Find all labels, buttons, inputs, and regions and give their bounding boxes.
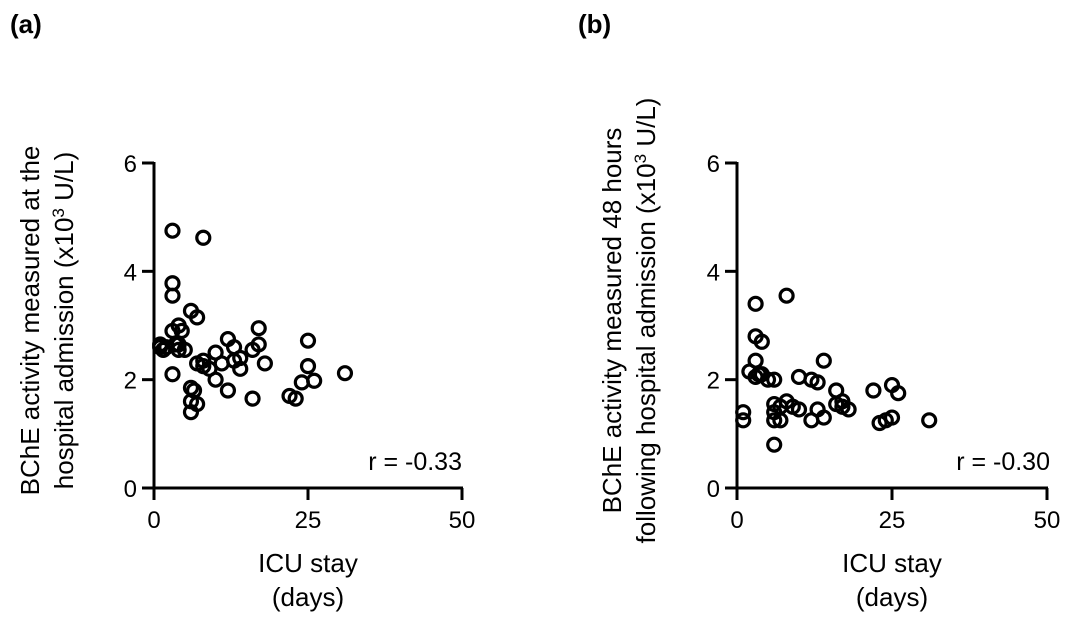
- y-tick-label: 6: [124, 151, 137, 178]
- data-point: [865, 382, 882, 399]
- data-point: [232, 360, 249, 377]
- y-axis-label-unit: U/L): [631, 98, 661, 154]
- correlation-annotation: r = -0.33: [368, 448, 462, 476]
- data-point: [809, 374, 826, 391]
- data-point: [170, 341, 187, 358]
- x-axis-label: ICU stay: [842, 548, 942, 578]
- y-tick-label: 4: [707, 259, 720, 286]
- y-axis-label-superscript: 3: [49, 208, 68, 217]
- data-point: [189, 395, 206, 413]
- y-axis-label-line1: BChE activity measured at the: [15, 146, 45, 496]
- data-point: [287, 390, 304, 407]
- x-axis-label: ICU stay: [258, 548, 358, 578]
- data-point: [164, 222, 181, 239]
- data-point: [883, 409, 901, 426]
- data-point: [735, 412, 752, 429]
- data-point: [152, 339, 169, 356]
- x-tick-label: 0: [730, 507, 743, 534]
- data-point: [336, 365, 354, 382]
- data-point: [815, 352, 832, 369]
- data-point: [232, 349, 249, 367]
- x-tick-label: 50: [1034, 507, 1061, 534]
- data-point: [766, 412, 783, 429]
- data-point: [207, 371, 224, 388]
- data-point: [753, 333, 770, 350]
- x-axis-label-units: (days): [272, 582, 344, 612]
- y-tick-label: 6: [707, 151, 720, 178]
- data-point: [189, 309, 206, 326]
- data-point: [815, 409, 832, 426]
- data-point: [299, 332, 317, 349]
- x-tick-label: 0: [147, 507, 160, 534]
- y-axis-label-text: following hospital admission (x10: [631, 163, 661, 543]
- data-point: [164, 287, 181, 304]
- x-tick-label: 50: [449, 507, 476, 534]
- data-point: [219, 382, 237, 399]
- y-axis-label-text: hospital admission (x10: [49, 218, 79, 490]
- data-point: [759, 371, 777, 388]
- panel-label: (a): [10, 9, 42, 39]
- data-point: [250, 336, 267, 353]
- y-axis-label-unit: U/L): [49, 152, 79, 208]
- x-tick-label: 25: [295, 507, 322, 534]
- data-point: [256, 355, 273, 372]
- y-tick-label: 0: [124, 476, 137, 503]
- data-point: [772, 412, 789, 429]
- data-point: [747, 352, 764, 369]
- data-point: [890, 385, 907, 402]
- data-point: [173, 322, 190, 340]
- data-point: [766, 436, 783, 453]
- correlation-annotation: r = -0.30: [956, 448, 1050, 476]
- data-point: [747, 295, 764, 312]
- data-point: [778, 287, 795, 304]
- data-point: [195, 229, 212, 246]
- y-tick-label: 4: [124, 259, 137, 286]
- data-point: [306, 372, 323, 389]
- y-tick-label: 2: [707, 368, 720, 395]
- data-point: [244, 390, 261, 407]
- y-axis-label-line2: following hospital admission (x103 U/L): [631, 98, 662, 544]
- chart-panel-1: (b) 0 2 4 6 0 25 50 ICU stay (days) BChE activity …: [578, 9, 1060, 612]
- y-axis-label-line1: BChE activity measured 48 hours: [597, 128, 627, 514]
- y-tick-label: 2: [124, 368, 137, 395]
- data-point: [921, 412, 938, 429]
- data-point: [766, 371, 783, 388]
- data-point: [299, 358, 317, 375]
- chart-panel-0: (a) 0 2 4 6 0 25 50 ICU stay (days) BChE activity …: [10, 9, 475, 612]
- panel-label: (b): [578, 9, 611, 39]
- x-tick-label: 25: [879, 507, 906, 534]
- x-axis-label-units: (days): [856, 582, 928, 612]
- data-point: [164, 366, 181, 383]
- y-axis-label-line2: hospital admission (x103 U/L): [49, 152, 80, 490]
- y-tick-label: 0: [707, 476, 720, 503]
- data-point: [250, 320, 267, 337]
- data-point: [176, 341, 193, 358]
- data-point: [840, 401, 857, 418]
- y-axis-label-superscript: 3: [631, 154, 650, 163]
- data-point: [735, 404, 752, 421]
- data-point: [790, 401, 808, 418]
